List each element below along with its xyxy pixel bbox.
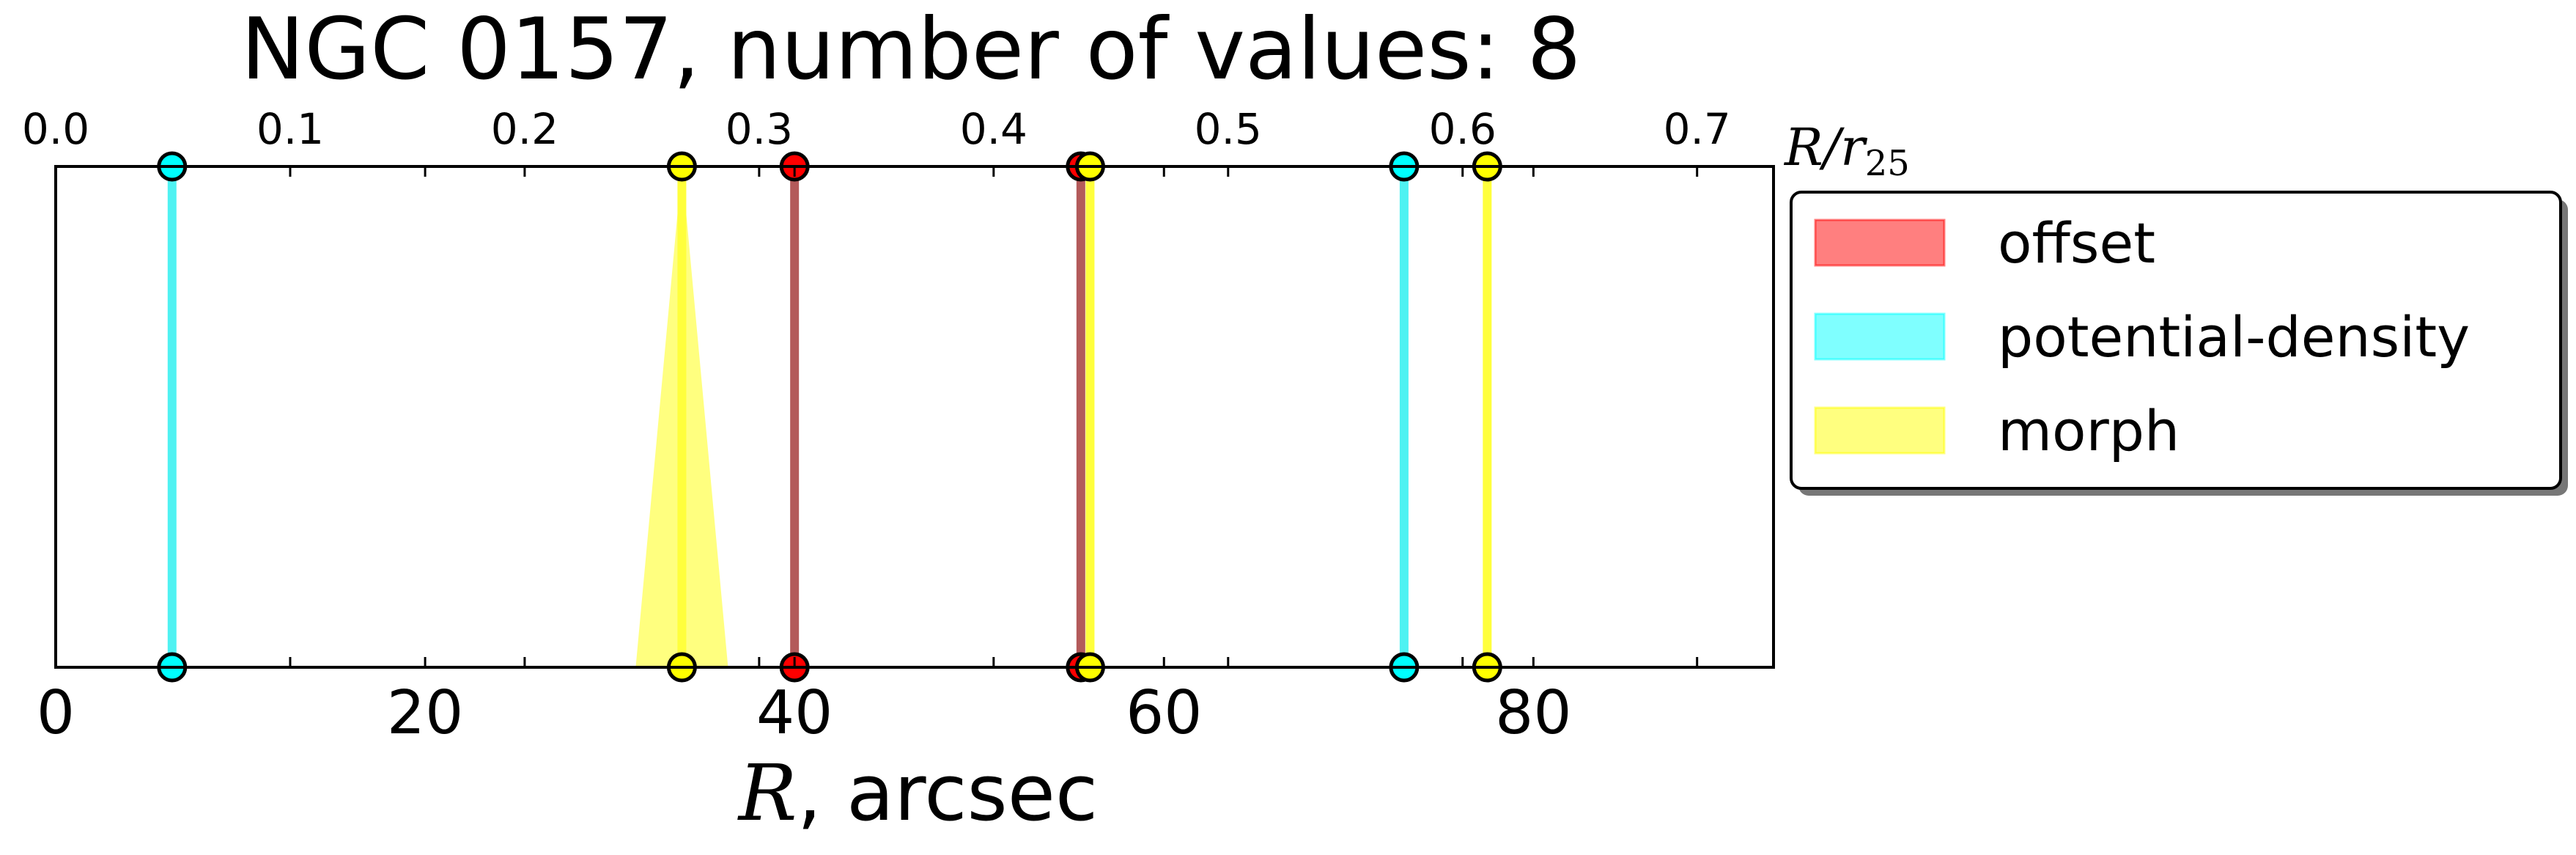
bottom-tick-label: 60 [1126,678,1202,748]
bottom-axis-label-text: , arcsec [797,748,1099,838]
legend: offset potential-density morph [1790,191,2568,496]
bottom-tick-label: 20 [387,678,463,748]
plot-area-frame [54,165,1775,669]
bottom-tick-label: 40 [756,678,833,748]
top-tick-label: 0.0 [22,104,89,154]
bottom-axis-label: R, arcsec [737,748,1098,838]
legend-entries: offset potential-density morph [1814,210,2470,463]
bottom-axis: 0 20 40 60 80 [37,166,1572,748]
legend-label: potential-density [1998,304,2470,370]
chart-title: NGC 0157, number of values: 8 [241,0,1582,99]
bottom-tick-label: 80 [1495,678,1571,748]
top-axis-label-subscript: 25 [1865,143,1910,184]
legend-swatch [1814,312,1946,361]
top-tick-label: 0.3 [726,104,793,154]
top-tick-label: 0.2 [491,104,558,154]
legend-swatch [1814,219,1946,267]
top-tick-label: 0.1 [257,104,324,154]
legend-box [1790,191,2562,490]
plot-marks [157,151,1502,683]
top-axis-label-symbol: R/r [1783,117,1867,177]
legend-swatch [1814,406,1946,455]
top-tick-label: 0.6 [1429,104,1496,154]
bottom-tick-label: 0 [37,678,75,748]
top-tick-label: 0.4 [960,104,1027,154]
bottom-axis-label-symbol: R [737,748,797,838]
top-axis-label: R/r25 [1783,117,1910,184]
legend-label: offset [1998,210,2155,276]
top-axis: 0.0 0.1 0.2 0.3 0.4 0.5 0.6 0.7 [22,104,1731,667]
top-tick-label: 0.5 [1195,104,1262,154]
top-tick-label: 0.7 [1664,104,1731,154]
legend-label: morph [1998,398,2180,463]
